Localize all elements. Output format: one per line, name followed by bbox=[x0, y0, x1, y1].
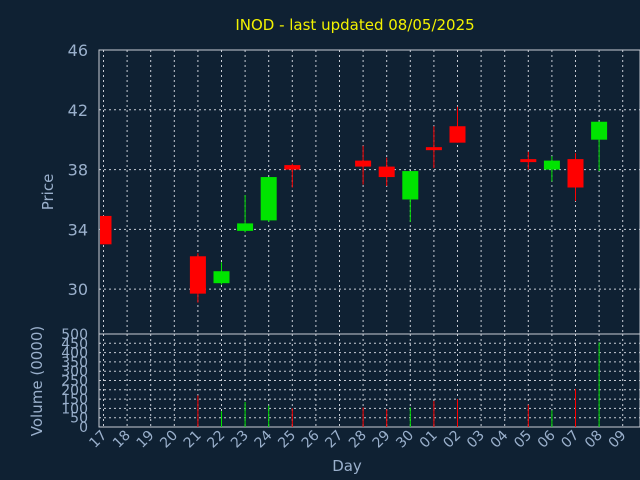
candle bbox=[213, 262, 230, 285]
volume-tick-label: 200 bbox=[61, 383, 88, 399]
volume-axis-label: Volume (0000) bbox=[28, 326, 46, 436]
candle-body bbox=[378, 166, 395, 178]
chart-title: INOD - last updated 08/05/2025 bbox=[235, 16, 474, 34]
volume-tick-label: 400 bbox=[61, 346, 88, 362]
price-tick-label: 38 bbox=[68, 161, 88, 180]
candle bbox=[260, 177, 277, 222]
volume-tick-label: 500 bbox=[61, 327, 88, 343]
volume-tick-label: 450 bbox=[61, 336, 88, 352]
candle-body bbox=[213, 271, 230, 284]
candle-body bbox=[100, 215, 112, 245]
x-axis-label: Day bbox=[332, 457, 362, 475]
candle-body bbox=[402, 171, 419, 200]
candle bbox=[591, 121, 608, 172]
price-tick-label: 42 bbox=[68, 101, 88, 120]
volume-tick-label: 0 bbox=[79, 420, 88, 436]
price-tick-label: 46 bbox=[68, 41, 88, 60]
volume-tick-label: 350 bbox=[61, 355, 88, 371]
candle-body bbox=[260, 177, 277, 221]
candle bbox=[284, 163, 301, 188]
x-tick-labels: 17 18 19 20 21 22 23 24 25 26 27 28 29 30 01 02 03 04 05 06… bbox=[86, 427, 629, 451]
candle-body bbox=[449, 126, 466, 143]
volume-tick-label: 300 bbox=[61, 364, 88, 380]
candle-body bbox=[591, 121, 608, 140]
candle-body bbox=[520, 159, 537, 163]
candle bbox=[402, 171, 419, 222]
candle-body bbox=[425, 147, 442, 151]
candle bbox=[237, 194, 254, 233]
candle-body bbox=[567, 159, 584, 188]
volume-tick-label: 100 bbox=[61, 401, 88, 417]
candle bbox=[520, 151, 537, 170]
candle bbox=[100, 215, 112, 245]
volume-bars bbox=[197, 342, 600, 427]
price-tick-label: 34 bbox=[68, 220, 88, 239]
candle bbox=[378, 157, 395, 187]
price-yticks: 30 34 38 42 46 bbox=[68, 41, 88, 299]
candle bbox=[355, 145, 372, 185]
candle bbox=[425, 126, 442, 169]
candle-body bbox=[543, 160, 560, 170]
volume-tick-label: 50 bbox=[70, 411, 88, 427]
candle bbox=[189, 253, 206, 303]
price-axis-label: Price bbox=[39, 174, 57, 211]
price-tick-label: 30 bbox=[68, 280, 88, 299]
candle-body bbox=[284, 165, 301, 170]
price-panel: 30 34 38 42 46 Price bbox=[39, 41, 640, 335]
candle bbox=[449, 106, 466, 143]
candles bbox=[100, 106, 608, 303]
volume-tick-label: 250 bbox=[61, 374, 88, 390]
volume-grid bbox=[99, 333, 640, 428]
candle bbox=[567, 153, 584, 201]
candle-body bbox=[237, 223, 254, 231]
candle bbox=[543, 156, 560, 182]
candle-body bbox=[355, 160, 372, 167]
volume-tick-label: 150 bbox=[61, 392, 88, 408]
candle-body bbox=[189, 256, 206, 294]
